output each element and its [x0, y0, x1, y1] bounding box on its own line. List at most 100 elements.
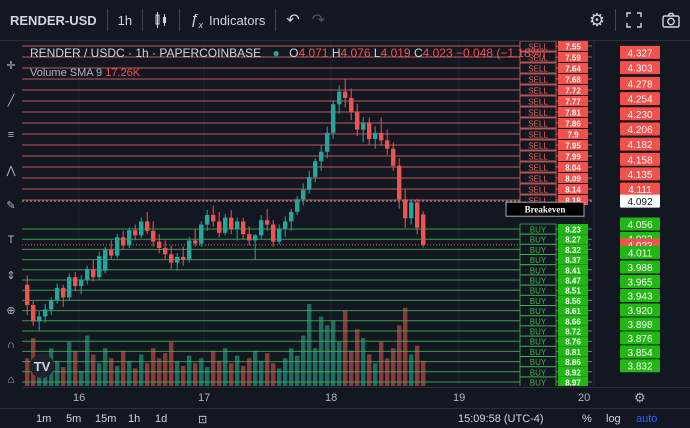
clock-label[interactable]: 15:09:58 (UTC-4)	[458, 413, 544, 425]
undo-button[interactable]: ↶	[276, 0, 309, 40]
price-chart[interactable]: SELL 7.55 SELL 7.59 SELL 7.64 SELL 7.68 SELL 7.72…	[22, 41, 690, 386]
percent-toggle[interactable]: %	[582, 413, 592, 425]
candle	[79, 275, 84, 295]
volume-bar	[379, 341, 384, 386]
volume-label: Volume SMA 9	[30, 67, 103, 79]
indicators-button[interactable]: ƒx Indicators	[180, 0, 275, 40]
buy-order-label[interactable]: BUY 8.72	[519, 325, 588, 337]
sell-order-label[interactable]: SELL 7.55	[519, 41, 588, 52]
buy-order-label[interactable]: BUY 8.27	[519, 233, 588, 245]
svg-text:BUY: BUY	[530, 317, 547, 326]
buy-order-label[interactable]: BUY 8.41	[519, 264, 588, 276]
svg-text:7.9: 7.9	[567, 131, 579, 140]
candle	[205, 210, 210, 231]
crosshair-icon[interactable]: ✛	[6, 59, 16, 72]
zoom-icon[interactable]: ⊕	[6, 304, 16, 317]
buy-order-label[interactable]: BUY 8.32	[519, 243, 588, 255]
brush-icon[interactable]: ✎	[6, 199, 16, 212]
symbol-search[interactable]: RENDER-USD	[0, 0, 107, 40]
candle	[73, 272, 78, 292]
svg-text:8.47: 8.47	[565, 277, 581, 286]
range-5m[interactable]: 5m	[66, 413, 82, 425]
price-axis-label: 3.854	[620, 345, 660, 359]
svg-text:BUY: BUY	[530, 358, 547, 367]
volume-bar	[253, 350, 258, 386]
lock-icon[interactable]: ⌂	[7, 374, 15, 386]
fx-icon: ƒx	[190, 10, 203, 30]
measure-icon[interactable]: ⇕	[6, 269, 16, 282]
svg-text:8.27: 8.27	[565, 236, 581, 245]
breakeven-tag[interactable]: Breakeven	[505, 201, 585, 217]
price-axis-label: 4.278	[620, 76, 660, 90]
sell-order-label[interactable]: SELL 8.09	[519, 172, 588, 184]
sell-order-label[interactable]: SELL 7.64	[519, 62, 588, 74]
pattern-icon[interactable]: ⋀	[6, 164, 16, 177]
sell-order-label[interactable]: SELL 7.81	[519, 106, 588, 118]
fullscreen-button[interactable]	[616, 0, 652, 40]
volume-bar	[169, 341, 174, 386]
buy-order-label[interactable]: BUY 8.76	[519, 335, 588, 347]
buy-order-label[interactable]: BUY 8.97	[519, 376, 588, 386]
chart-type-button[interactable]	[143, 0, 179, 40]
svg-text:7.99: 7.99	[565, 153, 581, 162]
svg-text:SELL: SELL	[528, 153, 548, 162]
sell-order-label[interactable]: SELL 7.72	[519, 84, 588, 96]
volume-bar	[151, 348, 156, 386]
sell-order-label[interactable]: SELL 7.9	[519, 128, 588, 140]
buy-order-label[interactable]: BUY 8.92	[519, 366, 588, 378]
date-range-icon[interactable]: ⊡	[198, 414, 208, 426]
magnet-icon[interactable]: ∩	[7, 339, 15, 351]
sell-order-label[interactable]: SELL 7.68	[519, 73, 588, 85]
volume-bar	[175, 360, 180, 386]
text-icon[interactable]: T	[7, 234, 15, 246]
screenshot-button[interactable]	[652, 0, 690, 40]
candle	[25, 275, 30, 316]
svg-text:BUY: BUY	[530, 256, 547, 265]
range-1h[interactable]: 1h	[128, 413, 141, 425]
price-axis-label: 4.182	[620, 137, 660, 151]
volume-bar	[103, 348, 108, 386]
redo-button[interactable]: ↷	[310, 0, 335, 40]
candle	[211, 205, 216, 227]
candle	[181, 246, 186, 266]
buy-order-label[interactable]: BUY 8.51	[519, 284, 588, 296]
buy-order-label[interactable]: BUY 8.86	[519, 356, 588, 368]
buy-order-label[interactable]: BUY 8.61	[519, 305, 588, 317]
time-axis[interactable]: 16 17 18 19 20 ⚙	[22, 387, 690, 408]
trendline-icon[interactable]: ╱	[7, 94, 15, 107]
candle	[49, 297, 54, 316]
sell-order-label[interactable]: SELL 8.04	[519, 161, 588, 173]
redo-icon: ↷	[311, 12, 326, 29]
candle	[385, 129, 390, 155]
sell-order-label[interactable]: SELL 7.59	[519, 51, 588, 63]
buy-order-label[interactable]: BUY 8.23	[519, 223, 588, 235]
buy-order-label[interactable]: BUY 8.47	[519, 274, 588, 286]
candle	[421, 211, 426, 248]
axis-settings-icon[interactable]: ⚙	[634, 390, 646, 405]
range-15m[interactable]: 15m	[95, 413, 117, 425]
volume-bar	[295, 355, 300, 386]
buy-order-label[interactable]: BUY 8.81	[519, 345, 588, 357]
buy-order-label[interactable]: BUY 8.37	[519, 254, 588, 266]
symbol-legend: RENDER / USDC · 1h · PAPERCOINBASE ● O4.…	[30, 46, 545, 60]
interval-button[interactable]: 1h	[108, 0, 142, 40]
range-1m[interactable]: 1m	[36, 413, 52, 425]
range-1d[interactable]: 1d	[155, 413, 168, 425]
svg-text:7.64: 7.64	[565, 65, 581, 74]
settings-button[interactable]: ⚙	[579, 0, 615, 40]
divider	[142, 9, 144, 31]
log-toggle[interactable]: log	[606, 413, 621, 425]
sell-order-label[interactable]: SELL 7.77	[519, 95, 588, 107]
buy-order-label[interactable]: BUY 8.56	[519, 294, 588, 306]
fib-icon[interactable]: ≡	[7, 129, 15, 141]
buy-order-label[interactable]: BUY 8.66	[519, 315, 588, 327]
auto-toggle[interactable]: auto	[636, 413, 658, 425]
svg-text:4.056: 4.056	[627, 220, 652, 231]
candle	[313, 158, 318, 183]
candle	[97, 251, 102, 280]
sell-order-label[interactable]: SELL 7.95	[519, 139, 588, 151]
sell-order-label[interactable]: SELL 7.99	[519, 150, 588, 162]
volume-bar	[139, 354, 144, 386]
sell-order-label[interactable]: SELL 7.86	[519, 117, 588, 129]
sell-order-label[interactable]: SELL 8.14	[519, 183, 588, 195]
